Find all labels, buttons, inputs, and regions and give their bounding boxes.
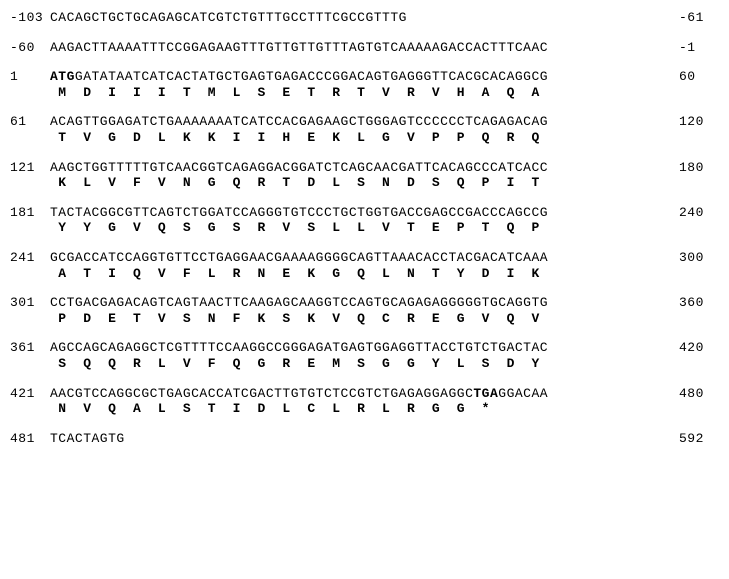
- upstream-block: -60AAGACTTAAAATTTCCGGAGAAGTTTGTTGTTGTTTA…: [10, 40, 719, 56]
- nucleotide-sequence: AACGTCCAGGCGCTGAGCACCATCGACTTGTGTCTCCGTC…: [50, 386, 673, 402]
- position-end: -1: [679, 40, 719, 56]
- nucleotide-sequence: TCACTAGTG: [50, 431, 673, 447]
- nucleotide-sequence: ATGGATATAATCATCACTATGCTGAGTGAGACCCGGACAG…: [50, 69, 673, 85]
- position-start: 121: [10, 160, 50, 176]
- coding-block: 61ACAGTTGGAGATCTGAAAAAAATCATCCACGAGAAGCT…: [10, 114, 719, 145]
- position-start: 361: [10, 340, 50, 356]
- amino-acid-translation: A T I Q V F L R N E K G Q L N T Y D I K: [50, 266, 540, 282]
- amino-acid-translation: Y Y G V Q S G S R V S L L V T E P T Q P: [50, 220, 540, 236]
- position-end: 360: [679, 295, 719, 311]
- position-end: 120: [679, 114, 719, 130]
- position-end: 180: [679, 160, 719, 176]
- nucleotide-sequence: ACAGTTGGAGATCTGAAAAAAATCATCCACGAGAAGCTGG…: [50, 114, 673, 130]
- position-start: 241: [10, 250, 50, 266]
- position-end: 300: [679, 250, 719, 266]
- position-start: 301: [10, 295, 50, 311]
- nucleotide-sequence: TACTACGGCGTTCAGTCTGGATCCAGGGTGTCCCTGCTGG…: [50, 205, 673, 221]
- coding-block: 181TACTACGGCGTTCAGTCTGGATCCAGGGTGTCCCTGC…: [10, 205, 719, 236]
- nucleotide-sequence: AAGACTTAAAATTTCCGGAGAAGTTTGTTGTTGTTTAGTG…: [50, 40, 673, 56]
- coding-block: 121AAGCTGGTTTTTGTCAACGGTCAGAGGACGGATCTCA…: [10, 160, 719, 191]
- coding-block: 301CCTGACGAGACAGTCAGTAACTTCAAGAGCAAGGTCC…: [10, 295, 719, 326]
- position-start: 421: [10, 386, 50, 402]
- amino-acid-translation: M D I I I T M L S E T R T V R V H A Q A: [50, 85, 540, 101]
- coding-block: 1ATGGATATAATCATCACTATGCTGAGTGAGACCCGGACA…: [10, 69, 719, 100]
- downstream-block: 481TCACTAGTG 592: [10, 431, 719, 447]
- position-end: -61: [679, 10, 719, 26]
- nucleotide-sequence: AAGCTGGTTTTTGTCAACGGTCAGAGGACGGATCTCAGCA…: [50, 160, 673, 176]
- amino-acid-translation: S Q Q R L V F Q G R E M S G G Y L S D Y: [50, 356, 540, 372]
- position-end: 480: [679, 386, 719, 402]
- nucleotide-sequence: CCTGACGAGACAGTCAGTAACTTCAAGAGCAAGGTCCAGT…: [50, 295, 673, 311]
- position-start: 181: [10, 205, 50, 221]
- amino-acid-translation: T V G D L K K I I H E K L G V P P Q R Q: [50, 130, 540, 146]
- amino-acid-translation: K L V F V N G Q R T D L S N D S Q P I T: [50, 175, 540, 191]
- position-end: 240: [679, 205, 719, 221]
- position-start: -60: [10, 40, 50, 56]
- nucleotide-sequence: CACAGCTGCTGCAGAGCATCGTCTGTTTGCCTTTCGCCGT…: [50, 10, 673, 26]
- position-end: 592: [679, 431, 719, 447]
- amino-acid-translation: P D E T V S N F K S K V Q C R E G V Q V: [50, 311, 540, 327]
- position-start: -103: [10, 10, 50, 26]
- position-start: 481: [10, 431, 50, 447]
- coding-block: 421AACGTCCAGGCGCTGAGCACCATCGACTTGTGTCTCC…: [10, 386, 719, 417]
- sequence-listing: -103CACAGCTGCTGCAGAGCATCGTCTGTTTGCCTTTCG…: [10, 10, 719, 446]
- coding-block: 241GCGACCATCCAGGTGTTCCTGAGGAACGAAAAGGGGC…: [10, 250, 719, 281]
- position-start: 61: [10, 114, 50, 130]
- upstream-block: -103CACAGCTGCTGCAGAGCATCGTCTGTTTGCCTTTCG…: [10, 10, 719, 26]
- coding-block: 361AGCCAGCAGAGGCTCGTTTTCCAAGGCCGGGAGATGA…: [10, 340, 719, 371]
- nucleotide-sequence: AGCCAGCAGAGGCTCGTTTTCCAAGGCCGGGAGATGAGTG…: [50, 340, 673, 356]
- amino-acid-translation: N V Q A L S T I D L C L R L R G G *: [50, 401, 490, 417]
- position-end: 60: [679, 69, 719, 85]
- position-start: 1: [10, 69, 50, 85]
- nucleotide-sequence: GCGACCATCCAGGTGTTCCTGAGGAACGAAAAGGGGCAGT…: [50, 250, 673, 266]
- position-end: 420: [679, 340, 719, 356]
